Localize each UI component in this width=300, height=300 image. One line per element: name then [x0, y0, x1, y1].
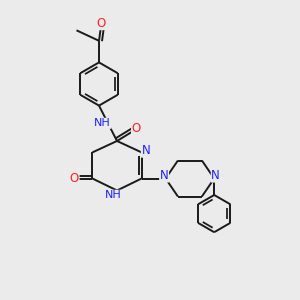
Text: O: O: [70, 172, 79, 185]
Text: NH: NH: [94, 118, 111, 128]
Text: N: N: [141, 144, 150, 157]
Text: N: N: [160, 169, 169, 182]
Text: O: O: [132, 122, 141, 135]
Text: O: O: [97, 16, 106, 30]
Text: NH: NH: [104, 190, 121, 200]
Text: N: N: [211, 169, 220, 182]
